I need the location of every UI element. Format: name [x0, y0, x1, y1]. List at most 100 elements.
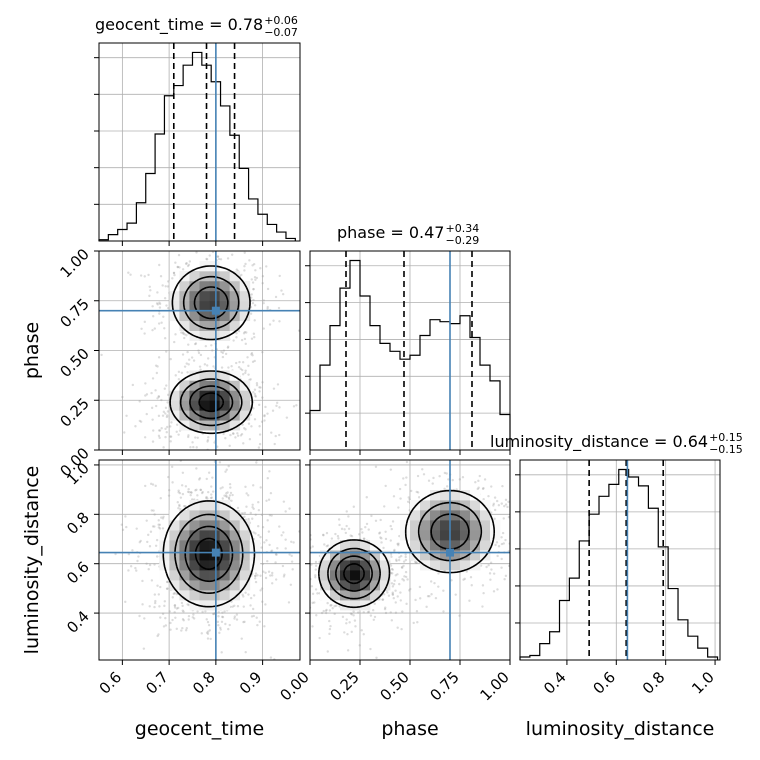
- sample-point: [322, 473, 324, 475]
- sample-point: [353, 619, 357, 622]
- sample-point: [330, 537, 334, 540]
- sample-point: [247, 364, 250, 368]
- density-cell: [219, 570, 231, 581]
- sample-point: [179, 508, 182, 511]
- density-cell: [340, 560, 351, 571]
- sample-point: [274, 578, 278, 581]
- sample-point: [273, 442, 276, 446]
- sample-point: [349, 534, 352, 537]
- density-cell: [179, 400, 190, 411]
- sample-point: [281, 564, 285, 568]
- density-cell: [370, 590, 381, 601]
- sample-point: [363, 537, 366, 540]
- sample-point: [193, 342, 197, 346]
- density-cell: [199, 520, 210, 531]
- sample-point: [231, 493, 234, 497]
- sample-point: [247, 517, 250, 521]
- sample-point: [271, 582, 274, 585]
- density-cell: [219, 330, 231, 341]
- sample-point: [235, 268, 238, 271]
- sample-point: [227, 464, 230, 468]
- density-cell: [159, 550, 170, 561]
- sample-point: [272, 387, 276, 390]
- sample-point: [369, 614, 373, 617]
- sample-point: [290, 540, 293, 543]
- sample-point: [246, 356, 249, 359]
- sample-point: [263, 414, 266, 418]
- density-cell: [199, 380, 210, 391]
- density-cell: [189, 280, 200, 292]
- sample-point: [254, 395, 257, 398]
- sample-point: [469, 576, 473, 579]
- sample-point: [222, 432, 225, 436]
- sample-point: [489, 578, 492, 581]
- sample-point: [399, 554, 403, 558]
- xaxis-label-luminosity_distance: luminosity_distance: [526, 718, 715, 740]
- sample-point: [326, 601, 329, 605]
- density-cell: [209, 580, 220, 591]
- sample-point: [179, 496, 183, 499]
- sample-point: [189, 493, 192, 497]
- density-cell: [480, 500, 491, 511]
- sample-point: [427, 479, 431, 482]
- sample-point: [398, 582, 401, 586]
- sample-point: [393, 579, 396, 582]
- sample-point: [502, 517, 505, 520]
- sample-point: [384, 530, 387, 533]
- sample-point: [254, 278, 257, 282]
- sample-point: [314, 576, 317, 579]
- xaxis-label-geocent_time: geocent_time: [135, 718, 264, 740]
- sample-point: [223, 610, 226, 613]
- sample-point: [331, 607, 334, 610]
- sample-point: [255, 616, 258, 619]
- sample-point: [269, 574, 272, 577]
- sample-point: [226, 345, 230, 348]
- sample-point: [165, 384, 168, 387]
- sample-point: [211, 251, 215, 254]
- sample-point: [173, 591, 176, 595]
- sample-point: [485, 565, 488, 569]
- sample-point: [400, 565, 404, 569]
- sample-point: [220, 620, 224, 624]
- sample-point: [325, 531, 329, 535]
- sample-point: [162, 315, 165, 319]
- sample-point: [233, 615, 237, 618]
- density-cell: [350, 600, 361, 611]
- sample-point: [151, 328, 154, 332]
- sample-point: [251, 264, 254, 267]
- sample-point: [150, 391, 153, 395]
- sample-point: [209, 637, 212, 641]
- sample-point: [404, 558, 408, 562]
- sample-point: [428, 595, 431, 598]
- density-cell: [440, 530, 451, 541]
- sample-point: [157, 395, 160, 398]
- sample-point: [239, 367, 242, 371]
- sample-point: [169, 621, 172, 625]
- density-cell: [450, 520, 461, 531]
- density-cell: [179, 390, 190, 401]
- sample-point: [495, 499, 499, 503]
- sample-point: [478, 474, 481, 478]
- sample-point: [165, 415, 169, 419]
- sample-point: [148, 563, 152, 567]
- sample-point: [163, 337, 167, 340]
- sample-point: [151, 377, 155, 380]
- sample-point: [500, 542, 504, 546]
- sample-point: [240, 432, 244, 436]
- truth-point-1: [211, 548, 220, 557]
- sample-point: [236, 434, 240, 437]
- sample-point: [183, 365, 187, 368]
- density-cell: [169, 540, 180, 551]
- density-cell: [470, 520, 481, 531]
- sample-point: [416, 620, 419, 624]
- density-cell: [229, 270, 241, 282]
- sample-point: [253, 304, 257, 307]
- sample-point: [245, 331, 248, 334]
- sample-point: [164, 412, 167, 415]
- sample-point: [235, 331, 238, 335]
- sample-point: [157, 523, 160, 526]
- sample-point: [161, 414, 165, 417]
- sample-point: [256, 574, 259, 577]
- sample-point: [303, 517, 305, 519]
- sample-point: [267, 570, 271, 573]
